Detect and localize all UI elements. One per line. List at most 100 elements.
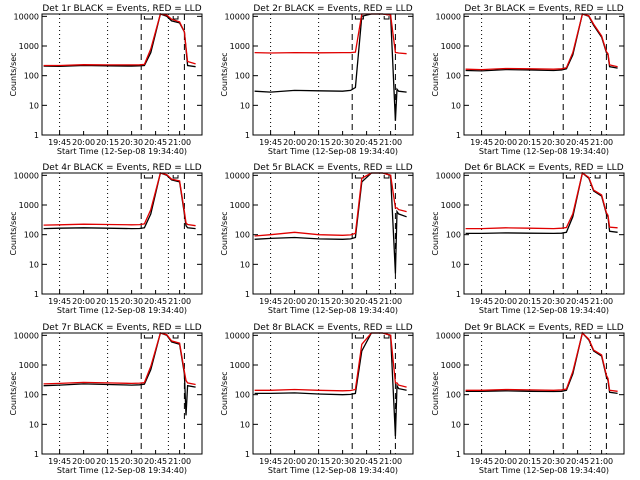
- x-tick-label: 20:00: [72, 297, 95, 306]
- x-axis-label: Start Time (12-Sep-08 19:34:40): [57, 306, 187, 315]
- time-bracket-marker: [565, 335, 575, 339]
- x-axis-label: Start Time (12-Sep-08 19:34:40): [268, 306, 398, 315]
- x-tick-label: 20:00: [283, 457, 306, 466]
- plot-frame: [252, 172, 414, 295]
- chart-title: Det 9r BLACK = Events, RED = LLD: [464, 323, 623, 333]
- x-tick-label: 19:45: [470, 138, 493, 147]
- plot-frame: [41, 332, 203, 455]
- x-tick-label: 20:45: [566, 138, 589, 147]
- chart-panel-7: 1 10 100 1000 10000 19:45 20:00 20:15 20:30 20:45…: [9, 323, 203, 475]
- chart-title: Det 3r BLACK = Events, RED = LLD: [464, 4, 623, 14]
- series-line-black: [254, 332, 407, 437]
- chart-panel-4: 1 10 100 1000 10000 19:45 20:00 20:15 20:30 20:45…: [9, 163, 203, 315]
- x-tick-label: 20:15: [518, 138, 541, 147]
- time-bracket-marker: [383, 335, 390, 339]
- chart-panel-6: 1 10 100 1000 10000 19:45 20:00 20:15 20:30 20:45…: [431, 163, 625, 315]
- series-line-black: [254, 172, 407, 274]
- x-tick-label: 19:45: [470, 297, 493, 306]
- y-tick-label: 10: [29, 260, 39, 269]
- chart-panel-9: 1 10 100 1000 10000 19:45 20:00 20:15 20:30 20:45…: [431, 323, 625, 475]
- y-tick-label: 1000: [441, 42, 461, 51]
- chart-title: Det 1r BLACK = Events, RED = LLD: [42, 4, 201, 14]
- y-tick-label: 10: [451, 101, 461, 110]
- y-tick-label: 1000: [230, 361, 250, 370]
- y-tick-label: 100: [446, 72, 461, 81]
- time-bracket-marker: [354, 175, 364, 179]
- x-tick-label: 21:00: [168, 138, 191, 147]
- time-bracket-marker: [143, 335, 153, 339]
- x-tick-label: 20:15: [307, 297, 330, 306]
- chart-panel-3: 1 10 100 1000 10000 19:45 20:00 20:15 20:30 20:45…: [431, 4, 625, 156]
- x-tick-label: 19:45: [470, 457, 493, 466]
- y-tick-label: 1: [34, 131, 39, 140]
- time-bracket-marker: [143, 16, 153, 20]
- x-axis-label: Start Time (12-Sep-08 19:34:40): [479, 147, 609, 156]
- x-tick-label: 20:15: [307, 457, 330, 466]
- x-tick-label: 20:00: [283, 297, 306, 306]
- x-tick-label: 20:00: [72, 138, 95, 147]
- y-tick-label: 1: [245, 290, 250, 299]
- time-bracket-marker: [594, 16, 601, 20]
- x-tick-label: 20:15: [96, 457, 119, 466]
- x-tick-label: 19:45: [48, 457, 71, 466]
- x-axis-label: Start Time (12-Sep-08 19:34:40): [268, 466, 398, 475]
- x-tick-label: 20:45: [144, 457, 167, 466]
- y-tick-label: 10: [451, 260, 461, 269]
- time-bracket-marker: [383, 16, 390, 20]
- y-tick-label: 1000: [19, 201, 39, 210]
- y-tick-label: 100: [446, 391, 461, 400]
- y-axis-label: Counts/sec: [431, 211, 440, 255]
- x-tick-label: 21:00: [590, 138, 613, 147]
- y-axis-label: Counts/sec: [220, 52, 229, 96]
- y-tick-label: 1: [245, 131, 250, 140]
- y-tick-label: 1000: [441, 201, 461, 210]
- y-tick-label: 100: [235, 72, 250, 81]
- time-bracket-marker: [565, 175, 575, 179]
- x-tick-label: 21:00: [379, 457, 402, 466]
- x-axis-label: Start Time (12-Sep-08 19:34:40): [57, 147, 187, 156]
- time-bracket-marker: [172, 175, 179, 179]
- y-tick-label: 1000: [230, 201, 250, 210]
- plot-frame: [252, 332, 414, 455]
- x-axis-label: Start Time (12-Sep-08 19:34:40): [57, 466, 187, 475]
- y-tick-label: 10000: [436, 331, 461, 340]
- plot-frame: [463, 332, 625, 455]
- y-tick-label: 100: [235, 231, 250, 240]
- x-axis-label: Start Time (12-Sep-08 19:34:40): [268, 147, 398, 156]
- x-tick-label: 19:45: [48, 138, 71, 147]
- chart-title: Det 8r BLACK = Events, RED = LLD: [253, 323, 412, 333]
- y-axis-label: Counts/sec: [220, 371, 229, 415]
- chart-title: Det 2r BLACK = Events, RED = LLD: [253, 4, 412, 14]
- y-tick-label: 1000: [19, 361, 39, 370]
- time-bracket-marker: [172, 16, 179, 20]
- y-tick-label: 10000: [225, 12, 250, 21]
- x-tick-label: 21:00: [590, 297, 613, 306]
- y-tick-label: 100: [235, 391, 250, 400]
- y-tick-label: 1: [456, 290, 461, 299]
- x-tick-label: 20:45: [355, 138, 378, 147]
- series-line-red: [254, 332, 407, 392]
- y-tick-label: 100: [24, 72, 39, 81]
- y-tick-label: 1: [456, 450, 461, 459]
- y-tick-label: 10000: [14, 12, 39, 21]
- time-bracket-marker: [594, 335, 601, 339]
- x-tick-label: 20:15: [518, 457, 541, 466]
- series-line-red: [43, 332, 196, 386]
- y-tick-label: 1000: [19, 42, 39, 51]
- series-line-red: [43, 172, 196, 227]
- x-axis-label: Start Time (12-Sep-08 19:34:40): [479, 306, 609, 315]
- x-tick-label: 20:15: [307, 138, 330, 147]
- y-tick-label: 10: [451, 420, 461, 429]
- time-bracket-marker: [143, 175, 153, 179]
- time-bracket-marker: [172, 335, 179, 339]
- chart-panel-1: 1 10 100 1000 10000 19:45 20:00 20:15 20:30 20:45…: [9, 4, 203, 156]
- x-tick-label: 21:00: [379, 138, 402, 147]
- x-tick-label: 21:00: [168, 457, 191, 466]
- x-tick-label: 20:30: [331, 138, 354, 147]
- y-tick-label: 1: [456, 131, 461, 140]
- chart-title: Det 6r BLACK = Events, RED = LLD: [464, 163, 623, 173]
- y-tick-label: 10000: [225, 331, 250, 340]
- x-axis-label: Start Time (12-Sep-08 19:34:40): [479, 466, 609, 475]
